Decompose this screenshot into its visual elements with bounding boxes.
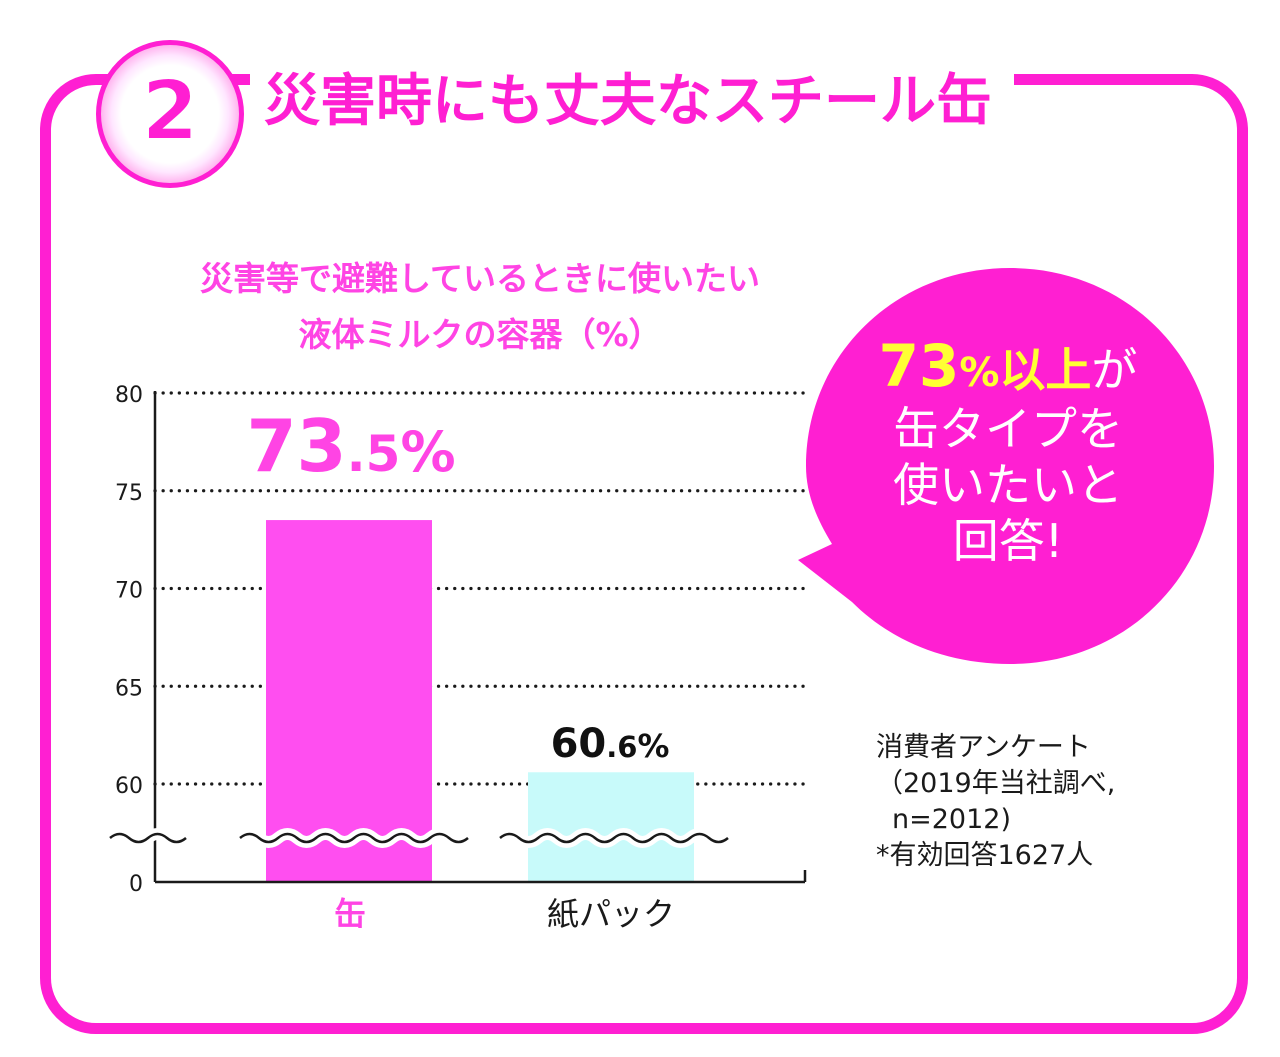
callout-highlight-suffix: 以上 — [999, 343, 1092, 397]
axis-break-wave — [239, 832, 469, 844]
data-label: 60.6% — [551, 721, 670, 767]
chart-title-line2: 液体ミルクの容器（%） — [298, 315, 662, 354]
callout-line1: 73%以上が — [812, 337, 1204, 401]
chart-title-line1: 災害等で避難しているときに使いたい — [199, 259, 760, 298]
section-heading: 災害時にも丈夫なスチール缶 — [250, 58, 1014, 146]
survey-note-line4: *有効回答1627人 — [876, 840, 1094, 871]
callout-line1-rest: が — [1091, 343, 1138, 397]
bar-can — [266, 520, 432, 882]
y-tick-label: 70 — [115, 579, 143, 604]
callout-text: 73%以上が 缶タイプを 使いたいと 回答! — [812, 337, 1204, 569]
section-number-badge: 2 — [96, 40, 244, 188]
section-heading-text: 災害時にも丈夫なスチール缶 — [264, 69, 992, 134]
y-tick-label: 80 — [115, 383, 143, 408]
axis-break-wave — [499, 832, 729, 844]
callout-line4: 回答! — [952, 514, 1064, 568]
callout-line3: 使いたいと — [893, 458, 1123, 512]
survey-note: 消費者アンケート （2019年当社調べ, n=2012) *有効回答1627人 — [876, 730, 1115, 874]
callout-highlight-unit: % — [959, 350, 1000, 396]
x-category-label: 缶 — [334, 895, 366, 933]
callout-highlight-value: 73 — [878, 332, 960, 400]
y-tick-label: 60 — [115, 774, 143, 799]
y-tick-label: 65 — [115, 676, 143, 701]
data-label: 73.5% — [246, 404, 455, 488]
y-tick-label: 0 — [129, 872, 143, 897]
axis-break-wave — [109, 832, 187, 844]
x-category-label: 紙パック — [547, 895, 675, 933]
y-tick-label: 75 — [115, 481, 143, 506]
survey-note-line3: n=2012) — [892, 804, 1011, 835]
survey-note-line2: （2019年当社調べ, — [876, 768, 1116, 799]
survey-note-line1: 消費者アンケート — [876, 732, 1091, 763]
callout-line2: 缶タイプを — [893, 402, 1123, 456]
bar-carton — [528, 772, 694, 882]
section-number: 2 — [140, 64, 199, 159]
speech-bubble-shape — [798, 268, 1214, 664]
